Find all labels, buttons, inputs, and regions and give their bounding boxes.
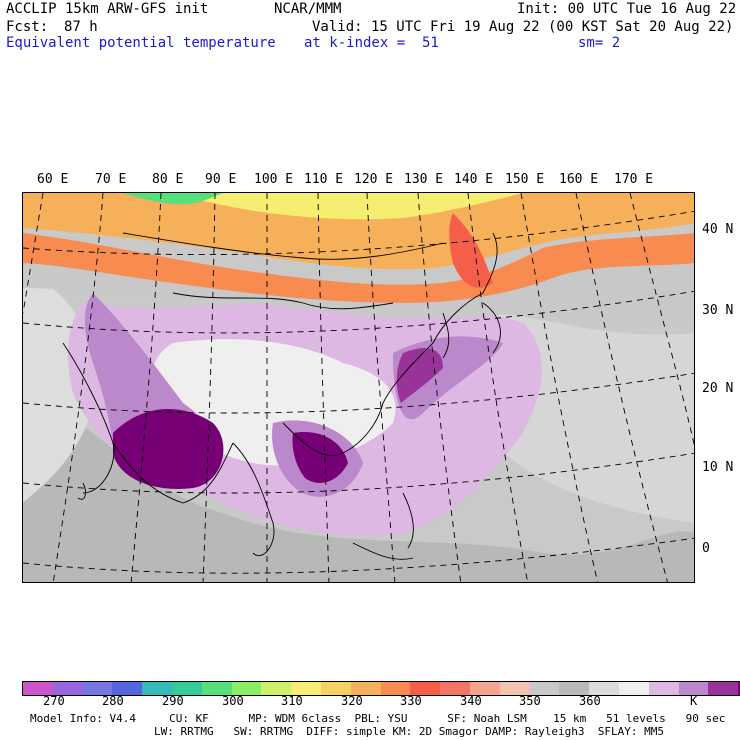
theta-e-340-band-japan [449,213,493,288]
theta-e-310-region [173,193,523,220]
theta-e-max-east [396,348,443,403]
colorbar-swatch [350,682,381,695]
fcst-value: 87 h [64,19,98,35]
colorbar-swatch [320,682,351,695]
colorbar-swatch [678,682,709,695]
lon-label: 110 E [304,172,344,187]
theta-e-map [22,192,695,583]
colorbar-tick: 290 [162,694,184,708]
colorbar-swatch [559,682,590,695]
lon-label: 100 E [254,172,294,187]
colorbar-tick: 330 [400,694,422,708]
lon-label: 90 E [205,172,237,187]
theta-e-max-bay-of-bengal [113,409,224,489]
valid-time: Valid: 15 UTC Fri 19 Aug 22 (00 KST Sat … [312,19,734,35]
colorbar-tick: 310 [281,694,303,708]
lat-label: 30 N [702,303,734,318]
gray-band-south [23,393,694,582]
lon-label: 120 E [354,172,394,187]
graticule [23,193,694,582]
fcst-label: Fcst: [6,19,49,35]
colorbar-swatch [52,682,83,695]
lat-label: 20 N [702,381,734,396]
map-canvas [23,193,694,582]
colorbar-swatch [499,682,530,695]
colorbar-tick: 300 [222,694,244,708]
colorbar-swatch [529,682,560,695]
colorbar-unit: K [690,694,698,708]
colorbar-swatch [440,682,470,695]
model-info-line2: LW: RRTMG SW: RRTMG DIFF: simple KM: 2D … [154,725,664,738]
init-time: Init: 00 UTC Tue 16 Aug 22 [517,1,737,17]
lon-label: 140 E [454,172,494,187]
colorbar-swatch [261,682,292,695]
lat-label: 10 N [702,460,734,475]
colorbar-swatch [648,682,679,695]
colorbar-swatch [112,682,143,695]
colorbar-swatch [142,682,172,695]
colorbar-swatch [171,682,202,695]
center-label: NCAR/MMM [274,1,342,17]
theta-e-320-band [23,193,694,270]
colorbar-swatch [708,682,739,695]
smooth-label: sm= 2 [578,35,621,51]
lon-label: 70 E [95,172,127,187]
colorbar-swatch [618,682,649,695]
lon-label: 150 E [505,172,545,187]
colorbar-swatch [201,682,232,695]
lon-label: 60 E [37,172,69,187]
model-title: ACCLIP 15km ARW-GFS init [6,1,209,17]
model-info-line1: Model Info: V4.4 CU: KF MP: WDM 6class P… [30,712,726,725]
colorbar-tick: 280 [102,694,124,708]
colorbar-swatch [82,682,113,695]
lon-label: 130 E [404,172,444,187]
lon-label: 170 E [614,172,654,187]
lon-label: 80 E [152,172,184,187]
colorbar-swatch [589,682,619,695]
lat-label: 40 N [702,222,734,237]
colorbar-tick: 340 [460,694,482,708]
lon-label: 160 E [559,172,599,187]
colorbar-tick: 350 [519,694,541,708]
level-label: at k-index = 51 [304,35,439,51]
colorbar-swatch [291,682,321,695]
colorbar-tick: 320 [341,694,363,708]
colorbar-swatch [469,682,500,695]
colorbar-swatch [380,682,411,695]
theta-e-300-region [123,193,223,205]
colorbar-swatch [410,682,441,695]
colorbar-swatch [231,682,262,695]
colorbar-swatch [738,682,740,695]
colorbar-tick: 270 [43,694,65,708]
lat-label: 0 [702,541,710,556]
colorbar [22,681,740,696]
theta-e-330-band [23,233,694,303]
field-name: Equivalent potential temperature [6,35,276,51]
colorbar-swatch [23,682,53,695]
colorbar-tick: 360 [579,694,601,708]
